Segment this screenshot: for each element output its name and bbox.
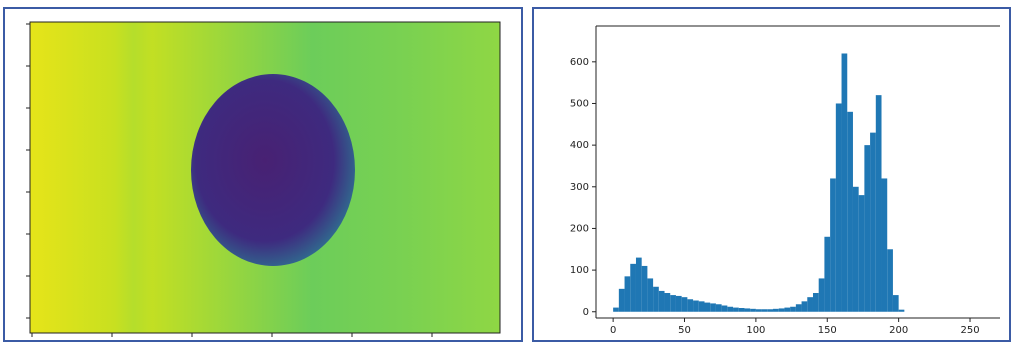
bar [665, 293, 671, 312]
bar [710, 303, 716, 311]
dark-blob [191, 74, 355, 266]
bar [756, 309, 762, 311]
bar [779, 308, 785, 311]
bar [847, 112, 853, 312]
bar [750, 309, 756, 312]
y-tick-label: 500 [570, 98, 589, 109]
bar [693, 301, 699, 312]
x-tick-label: 150 [818, 325, 837, 336]
bar [613, 308, 619, 312]
bar [870, 133, 876, 312]
bar [687, 299, 693, 311]
y-tick-label: 0 [583, 307, 589, 318]
x-tick-label: 250 [960, 325, 979, 336]
y-tick-label: 200 [570, 223, 589, 234]
right-panel [533, 8, 1010, 341]
bar [619, 289, 625, 312]
bar [813, 293, 819, 312]
bar [842, 53, 848, 311]
bar [819, 278, 825, 311]
bar [796, 304, 802, 311]
bar [630, 264, 636, 312]
bar [824, 237, 830, 312]
bar [790, 307, 796, 312]
x-tick-label: 100 [746, 325, 765, 336]
bar [784, 308, 790, 312]
bar [636, 258, 642, 312]
y-tick-label: 100 [570, 265, 589, 276]
bar [716, 304, 722, 311]
bar [659, 291, 665, 312]
bar [739, 308, 745, 312]
screenshot: 0 100 200 300 400 500 600 0 50 100 150 200 250 [0, 0, 1014, 345]
bar [625, 276, 631, 311]
bar [773, 309, 779, 312]
bar [682, 297, 688, 312]
x-tick-label: 200 [889, 325, 908, 336]
bar [762, 309, 768, 311]
bar [887, 249, 893, 311]
bar [744, 308, 750, 311]
x-tick-label: 0 [610, 325, 616, 336]
bar [699, 301, 705, 311]
bar [853, 187, 859, 312]
bar [733, 308, 739, 312]
bar [882, 178, 888, 311]
bar [864, 145, 870, 312]
bar [647, 278, 653, 311]
bar [830, 178, 836, 311]
bar [670, 295, 676, 312]
bar [859, 195, 865, 312]
y-tick-label: 600 [570, 57, 589, 68]
bar [642, 266, 648, 312]
bar [676, 296, 682, 312]
bar [727, 307, 733, 312]
x-tick-label: 50 [678, 325, 691, 336]
bar [704, 303, 710, 312]
bar [899, 310, 905, 312]
bar [876, 95, 882, 312]
y-tick-label: 400 [570, 140, 589, 151]
bar [767, 309, 773, 311]
bar [802, 301, 808, 311]
bar [807, 297, 813, 312]
bar [722, 306, 728, 312]
bar [653, 287, 659, 312]
bar [836, 103, 842, 311]
y-tick-label: 300 [570, 182, 589, 193]
bar [893, 295, 899, 312]
